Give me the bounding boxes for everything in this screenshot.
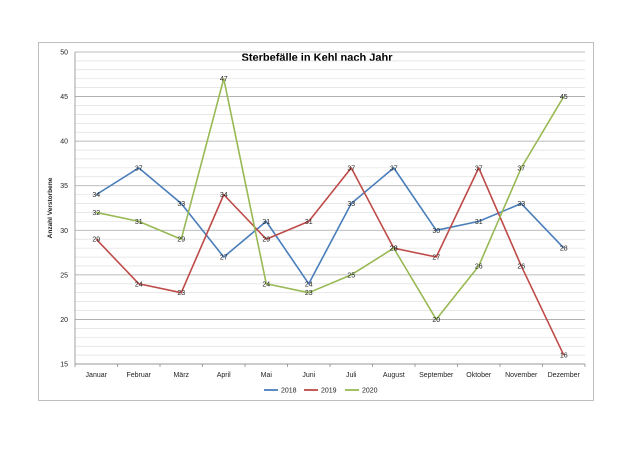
data-label-2018: 24 <box>305 281 313 288</box>
chart-title: Sterbefälle in Kehl nach Jahr <box>242 52 394 64</box>
data-label-2018: 31 <box>475 219 483 226</box>
x-tick-label: Juli <box>346 372 357 379</box>
series-line-2019 <box>95 167 565 356</box>
y-tick-label: 35 <box>60 183 68 190</box>
data-label-2018: 34 <box>92 192 100 199</box>
data-label-2018: 27 <box>220 255 228 262</box>
y-axis-label: Anzahl Verstorbene <box>47 177 54 238</box>
x-tick-label: März <box>173 372 189 379</box>
data-label-2018: 33 <box>517 201 525 208</box>
data-label-2020: 23 <box>305 290 313 297</box>
x-tick-label: Mai <box>261 372 273 379</box>
y-tick-label: 40 <box>60 139 68 146</box>
data-label-2019: 28 <box>390 246 398 253</box>
x-tick-label: Februar <box>126 372 151 379</box>
data-label-2020: 45 <box>560 94 568 101</box>
data-label-2019: 37 <box>475 165 483 172</box>
data-labels-group: 34 37 33 27 31 24 33 37 30 31 33 28 29 24 23 34 29 31 37 28… <box>92 76 567 359</box>
legend-label-2019: 2019 <box>321 388 337 395</box>
series-line-2020 <box>96 77 565 321</box>
data-label-2019: 23 <box>177 290 185 297</box>
x-tick-label: August <box>383 372 405 379</box>
data-label-2020: 31 <box>135 219 143 226</box>
data-label-2019: 37 <box>347 165 355 172</box>
data-label-2019: 27 <box>432 255 440 262</box>
data-label-2019: 26 <box>517 263 525 270</box>
data-label-2020: 20 <box>432 317 440 324</box>
legend-label-2020: 2020 <box>362 388 378 395</box>
x-tick-label: November <box>505 372 538 379</box>
data-label-2020: 28 <box>390 246 398 253</box>
data-label-2019: 29 <box>262 237 270 244</box>
x-tick-label: September <box>419 372 454 379</box>
data-label-2020: 37 <box>517 165 525 172</box>
data-label-2019: 16 <box>560 353 568 360</box>
data-label-2018: 33 <box>347 201 355 208</box>
x-tick-label: Januar <box>86 372 108 379</box>
data-label-2019: 34 <box>220 192 228 199</box>
y-tick-label: 20 <box>60 317 68 324</box>
data-label-2019: 29 <box>92 237 100 244</box>
data-label-2019: 31 <box>305 219 313 226</box>
y-tick-label: 25 <box>60 272 68 279</box>
legend: 2018 2019 2020 <box>264 388 378 395</box>
data-label-2020: 32 <box>92 210 100 217</box>
x-tick-label: Oktober <box>466 372 492 379</box>
y-axis-ticks: 15 20 25 30 35 40 45 50 <box>60 50 68 369</box>
data-label-2018: 37 <box>135 165 143 172</box>
data-label-2019: 24 <box>135 281 143 288</box>
data-label-2020: 26 <box>475 263 483 270</box>
x-axis-ticks: Januar Februar März April Mai Juni Juli August S… <box>86 372 581 379</box>
data-label-2018: 33 <box>177 201 185 208</box>
data-label-2018: 31 <box>262 219 270 226</box>
y-tick-label: 15 <box>60 362 68 369</box>
x-tick-label: Juni <box>302 372 315 379</box>
data-label-2020: 25 <box>347 272 355 279</box>
legend-label-2018: 2018 <box>281 388 297 395</box>
y-tick-label: 45 <box>60 94 68 101</box>
data-label-2018: 37 <box>390 165 398 172</box>
data-label-2018: 28 <box>560 246 568 253</box>
x-tick-label: April <box>217 372 231 379</box>
data-label-2020: 47 <box>220 76 228 83</box>
y-tick-label: 50 <box>60 50 68 57</box>
y-tick-label: 30 <box>60 228 68 235</box>
series-group <box>95 77 565 356</box>
data-label-2018: 30 <box>432 228 440 235</box>
x-tick-label: Dezember <box>548 372 581 379</box>
data-label-2020: 24 <box>262 281 270 288</box>
series-line-2018 <box>95 167 565 285</box>
data-label-2020: 29 <box>177 237 185 244</box>
